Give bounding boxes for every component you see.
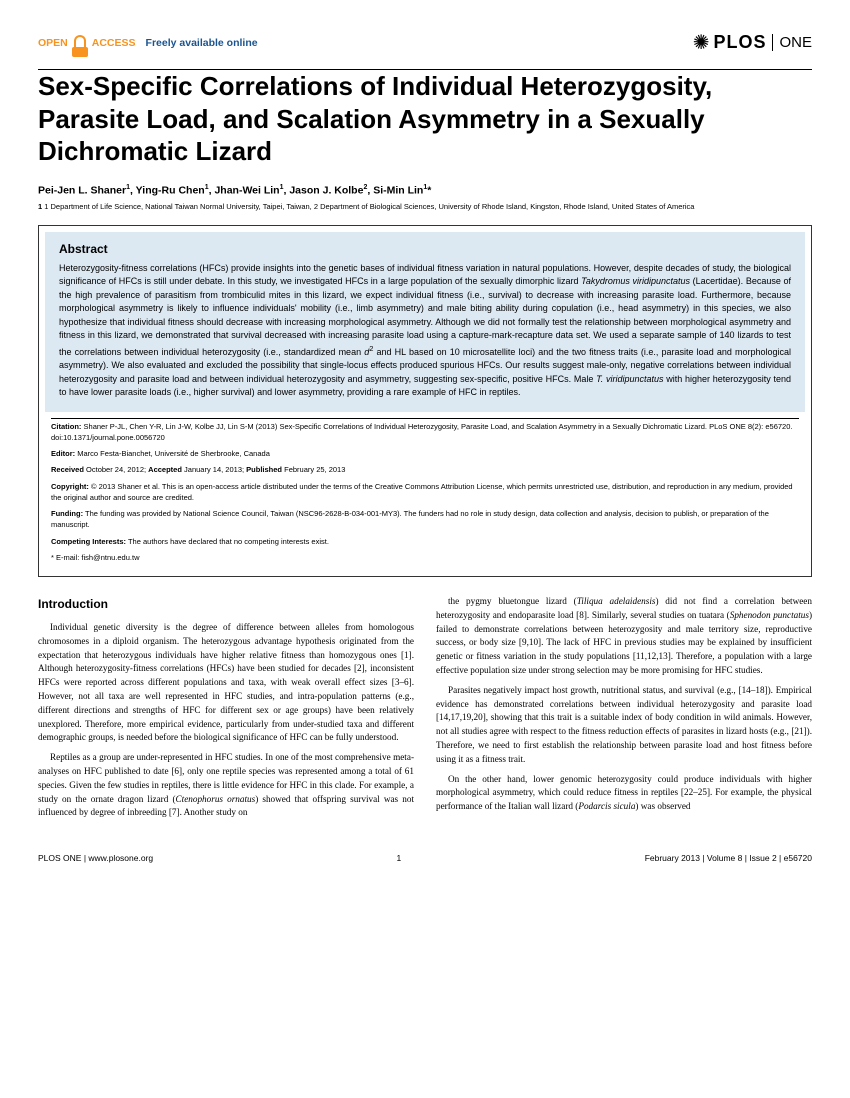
abstract-panel: Abstract Heterozygosity-fitness correlat… (45, 232, 805, 412)
footer-right: February 2013 | Volume 8 | Issue 2 | e56… (645, 853, 812, 863)
open-label: OPEN (38, 37, 68, 49)
abstract-container: Abstract Heterozygosity-fitness correlat… (38, 225, 812, 578)
plos-one-text: ONE (772, 34, 812, 51)
footer-left: PLOS ONE | www.plosone.org (38, 853, 153, 863)
body-p4: Parasites negatively impact host growth,… (436, 684, 812, 767)
citation-line: Citation: Shaner P-JL, Chen Y-R, Lin J-W… (51, 421, 799, 444)
funding-line: Funding: The funding was provided by Nat… (51, 508, 799, 531)
article-meta: Citation: Shaner P-JL, Chen Y-R, Lin J-W… (39, 419, 811, 577)
open-access-icon (74, 35, 86, 51)
copyright-text: © 2013 Shaner et al. This is an open-acc… (51, 482, 793, 502)
abstract-heading: Abstract (59, 242, 791, 256)
competing-text: The authors have declared that no compet… (128, 537, 329, 546)
journal-logo: ✺ PLOS ONE (693, 30, 812, 55)
plos-text: PLOS (713, 32, 766, 53)
editor-line: Editor: Marco Festa-Bianchet, Université… (51, 448, 799, 459)
competing-line: Competing Interests: The authors have de… (51, 536, 799, 547)
accepted-date: January 14, 2013; (184, 465, 244, 474)
body-p3: the pygmy bluetongue lizard (Tiliqua ade… (436, 595, 812, 678)
body-p1: Individual genetic diversity is the degr… (38, 621, 414, 745)
editor-text: Marco Festa-Bianchet, Université de Sher… (77, 449, 270, 458)
plos-gear-icon: ✺ (693, 30, 710, 55)
freely-available-label: Freely available online (146, 37, 258, 49)
received-date: October 24, 2012; (86, 465, 146, 474)
funding-text: The funding was provided by National Sci… (51, 509, 769, 529)
affiliation-text: 1 Department of Life Science, National T… (44, 202, 694, 211)
body-columns: Introduction Individual genetic diversit… (38, 595, 812, 823)
body-p5: On the other hand, lower genomic heteroz… (436, 773, 812, 814)
open-access-badge: OPEN ACCESS Freely available online (38, 35, 258, 51)
article-title: Sex-Specific Correlations of Individual … (38, 70, 812, 168)
body-p2: Reptiles as a group are under-represente… (38, 751, 414, 820)
published-date: February 25, 2013 (284, 465, 345, 474)
intro-heading: Introduction (38, 595, 414, 613)
citation-text: Shaner P-JL, Chen Y-R, Lin J-W, Kolbe JJ… (51, 422, 792, 442)
header-bar: OPEN ACCESS Freely available online ✺ PL… (38, 30, 812, 55)
author-list: Pei-Jen L. Shaner1, Ying-Ru Chen1, Jhan-… (38, 184, 812, 197)
corresp-email: * E-mail: fish@ntnu.edu.tw (51, 552, 799, 563)
copyright-line: Copyright: © 2013 Shaner et al. This is … (51, 481, 799, 504)
page-footer: PLOS ONE | www.plosone.org 1 February 20… (38, 849, 812, 863)
access-label: ACCESS (92, 37, 136, 49)
affiliations: 1 1 Department of Life Science, National… (38, 202, 812, 213)
abstract-text: Heterozygosity-fitness correlations (HFC… (59, 262, 791, 400)
dates-line: Received October 24, 2012; Accepted Janu… (51, 464, 799, 475)
footer-page: 1 (397, 853, 402, 863)
